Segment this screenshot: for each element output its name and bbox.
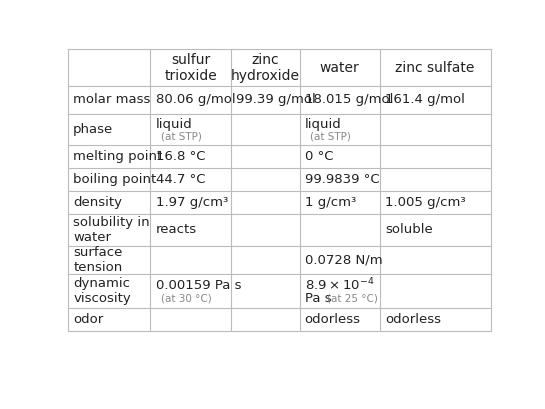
Text: 0 °C: 0 °C xyxy=(305,150,333,163)
Text: 161.4 g/mol: 161.4 g/mol xyxy=(385,93,465,106)
Text: odor: odor xyxy=(73,312,104,326)
Text: dynamic
viscosity: dynamic viscosity xyxy=(73,277,131,305)
Text: 18.015 g/mol: 18.015 g/mol xyxy=(305,93,393,106)
Text: surface
tension: surface tension xyxy=(73,246,123,274)
Text: zinc sulfate: zinc sulfate xyxy=(396,61,475,75)
Text: 0.00159 Pa s: 0.00159 Pa s xyxy=(155,279,241,292)
Text: 0.0728 N/m: 0.0728 N/m xyxy=(305,253,382,266)
Text: 16.8 °C: 16.8 °C xyxy=(155,150,205,163)
Text: zinc
hydroxide: zinc hydroxide xyxy=(231,53,300,83)
Text: solubility in
water: solubility in water xyxy=(73,216,150,244)
Text: 80.06 g/mol: 80.06 g/mol xyxy=(155,93,235,106)
Text: soluble: soluble xyxy=(385,223,433,236)
Text: boiling point: boiling point xyxy=(73,173,156,186)
Text: water: water xyxy=(320,61,360,75)
Text: (at 30 °C): (at 30 °C) xyxy=(161,293,211,303)
Text: odorless: odorless xyxy=(305,312,361,326)
Text: phase: phase xyxy=(73,123,113,136)
Text: melting point: melting point xyxy=(73,150,162,163)
Text: molar mass: molar mass xyxy=(73,93,150,106)
Text: (at STP): (at STP) xyxy=(310,131,350,142)
Text: 99.9839 °C: 99.9839 °C xyxy=(305,173,379,186)
Text: odorless: odorless xyxy=(385,312,441,326)
Text: reacts: reacts xyxy=(155,223,197,236)
Text: 1 g/cm³: 1 g/cm³ xyxy=(305,196,356,209)
Text: 99.39 g/mol: 99.39 g/mol xyxy=(236,93,316,106)
Text: Pa s: Pa s xyxy=(305,292,331,305)
Text: $8.9\times10^{-4}$: $8.9\times10^{-4}$ xyxy=(305,277,374,294)
Text: 1.005 g/cm³: 1.005 g/cm³ xyxy=(385,196,465,209)
Text: density: density xyxy=(73,196,122,209)
Text: sulfur
trioxide: sulfur trioxide xyxy=(164,53,217,83)
Text: 1.97 g/cm³: 1.97 g/cm³ xyxy=(155,196,228,209)
Text: 44.7 °C: 44.7 °C xyxy=(155,173,205,186)
Text: (at STP): (at STP) xyxy=(161,131,202,142)
Text: (at 25 °C): (at 25 °C) xyxy=(326,293,378,303)
Text: liquid: liquid xyxy=(305,118,341,131)
Text: liquid: liquid xyxy=(155,118,192,131)
